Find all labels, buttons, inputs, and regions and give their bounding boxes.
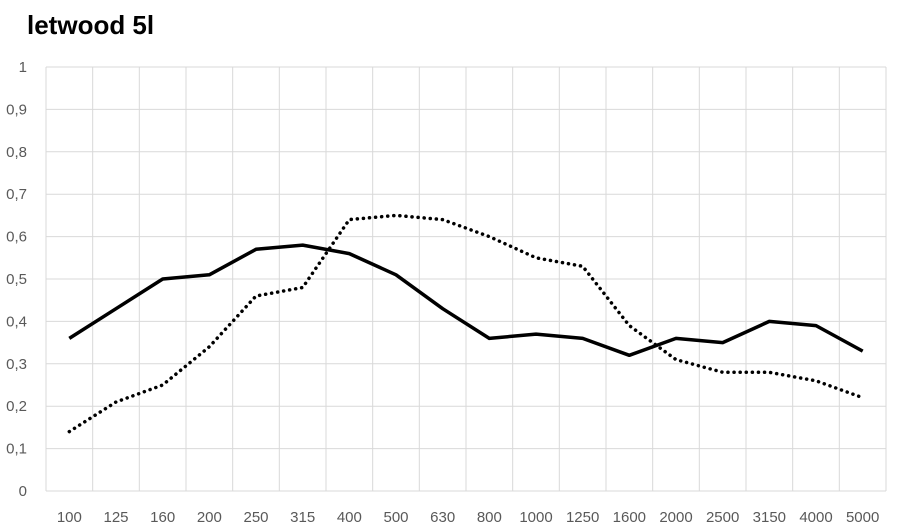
y-tick-label: 0,4: [6, 313, 27, 330]
x-tick-label: 2500: [706, 509, 739, 526]
series-layer: [67, 213, 865, 434]
y-tick-label: 0,7: [6, 186, 27, 203]
x-tick-label: 5000: [846, 509, 879, 526]
x-gridlines: [45, 67, 887, 491]
x-tick-label: 630: [430, 509, 455, 526]
x-tick-label: 1250: [566, 509, 599, 526]
x-tick-label: 160: [150, 509, 175, 526]
y-tick-label: 1: [19, 59, 27, 76]
y-tick-label: 0,8: [6, 144, 27, 161]
x-tick-label: 250: [243, 509, 268, 526]
x-tick-label: 800: [477, 509, 502, 526]
x-tick-label: 1600: [613, 509, 646, 526]
x-tick-label: 100: [57, 509, 82, 526]
y-tick-label: 0,9: [6, 101, 27, 118]
dotted-series-line: [67, 213, 865, 434]
y-tick-label: 0,2: [6, 398, 27, 415]
y-axis-tick-labels: 0 0,1 0,2 0,3 0,4 0,5 0,6 0,7 0,8 0,9 1: [6, 59, 27, 500]
y-tick-label: 0,3: [6, 356, 27, 373]
y-tick-label: 0,5: [6, 271, 27, 288]
y-tick-label: 0,1: [6, 441, 27, 458]
x-tick-label: 200: [197, 509, 222, 526]
solid-series-line: [68, 243, 864, 358]
x-tick-label: 500: [383, 509, 408, 526]
x-tick-label: 4000: [799, 509, 832, 526]
y-tick-label: 0: [19, 483, 27, 500]
chart-title: letwood 5l: [27, 10, 155, 40]
x-tick-label: 3150: [753, 509, 786, 526]
x-tick-label: 315: [290, 509, 315, 526]
x-axis-tick-labels: 100 125 160 200 250 315 400 500 630 800 1000 1250 16…: [57, 509, 880, 526]
y-tick-label: 0,6: [6, 229, 27, 246]
x-tick-label: 2000: [659, 509, 692, 526]
x-tick-label: 125: [103, 509, 128, 526]
x-tick-label: 400: [337, 509, 362, 526]
x-tick-label: 1000: [519, 509, 552, 526]
